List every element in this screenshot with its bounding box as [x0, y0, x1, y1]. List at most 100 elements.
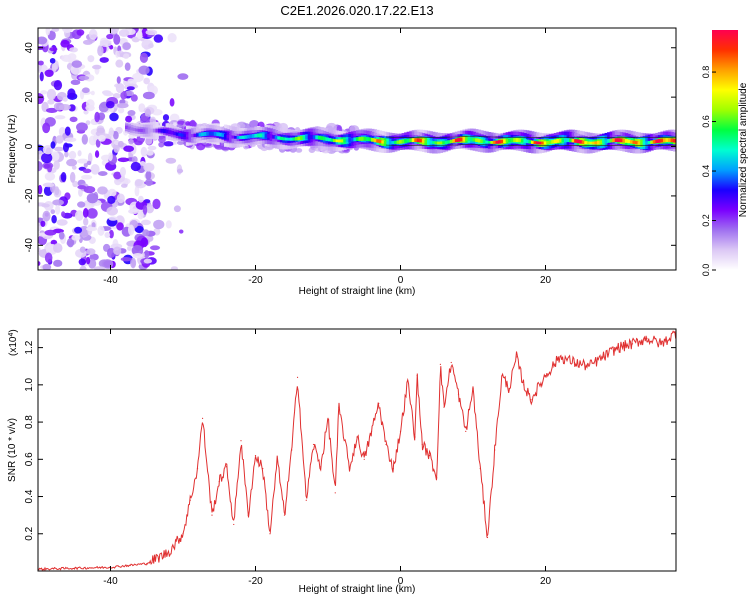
snr-data-point — [334, 492, 336, 494]
noise-cell — [54, 186, 60, 196]
snr-data-point — [269, 533, 271, 535]
noise-cell — [86, 192, 99, 204]
ridge-cell — [239, 135, 243, 140]
noise-cell — [68, 150, 77, 160]
noise-cell — [162, 114, 170, 122]
snr-data-point — [167, 551, 170, 553]
ridge-cell — [391, 141, 395, 145]
ridge-cell — [147, 128, 152, 133]
ridge-cell — [175, 132, 180, 136]
noise-cell — [147, 145, 157, 151]
ridge-cell — [432, 141, 436, 145]
noise-cell — [104, 231, 111, 239]
ridge-cell — [168, 130, 172, 134]
top-y-axis: -40 -20 0 20 40 — [24, 42, 676, 253]
top-y-axis-tick-label: 0 — [24, 143, 35, 149]
noise-cell — [86, 248, 96, 256]
ridge-cell — [536, 141, 540, 145]
ridge-cell — [381, 140, 385, 144]
noise-cell — [38, 93, 45, 105]
noise-cell — [120, 257, 132, 262]
ridge-cell — [523, 139, 527, 143]
bottom-y-axis-tick-label: 0.2 — [24, 526, 35, 540]
ridge-cell — [201, 132, 205, 137]
noise-cell — [115, 82, 125, 94]
noise-cell — [40, 220, 46, 227]
snr-data-point — [320, 466, 322, 468]
ridge-cell — [137, 128, 142, 132]
noise-cell — [136, 30, 143, 40]
bottom-y-axis-tick-label: 0.4 — [24, 489, 35, 503]
ridge-cell — [467, 137, 471, 142]
ridge-cell — [340, 139, 345, 143]
noise-cell — [142, 204, 148, 215]
snr-data-point — [450, 361, 452, 364]
snr-data-point — [146, 562, 148, 565]
snr-data-point — [631, 343, 634, 345]
ridge-cell — [571, 138, 575, 143]
noise-cell — [145, 170, 152, 181]
snr-data-point — [73, 567, 75, 569]
snr-data-point — [254, 454, 257, 457]
noise-cell — [97, 45, 104, 57]
noise-cell — [43, 163, 51, 169]
ridge-cell — [274, 135, 279, 140]
snr-data-point — [494, 449, 496, 451]
ridge-cell — [292, 137, 296, 141]
ridge-cell — [221, 133, 225, 137]
noise-cell — [39, 71, 44, 82]
ridge-cell — [561, 138, 565, 143]
ridge-cell — [462, 137, 466, 142]
snr-panel: -40 -20 0 20 0.2 0.4 0.6 0.8 1.0 1.2 Height of s… — [7, 328, 677, 595]
ridge-cell — [437, 141, 441, 145]
ridge-cell — [652, 139, 657, 144]
snr-data-point — [225, 466, 228, 468]
noise-cell — [82, 39, 93, 45]
ridge-cell — [300, 136, 304, 140]
ridge-cell — [650, 140, 654, 144]
ridge-cell — [388, 141, 393, 145]
bottom-x-axis-tick-label: 0 — [398, 576, 404, 587]
ridge-cell — [254, 133, 258, 138]
ridge-cell — [637, 141, 641, 145]
ridge-cell — [208, 131, 213, 136]
noise-cell — [132, 253, 143, 259]
noise-cell — [106, 33, 114, 40]
ridge-cell — [487, 140, 492, 144]
ridge-cell — [490, 140, 494, 144]
bottom-y-axis-tick-label: 0.6 — [24, 452, 35, 466]
y-multiplier-base: (x10 — [8, 336, 19, 356]
noise-cell — [78, 75, 90, 81]
ridge-cell — [548, 140, 553, 144]
ridge-cell — [152, 128, 157, 133]
ridge-cell — [185, 134, 190, 138]
noise-cell — [87, 152, 93, 164]
noise-cell — [85, 256, 91, 265]
noise-cell — [113, 131, 119, 140]
ridge-cell — [426, 140, 431, 144]
ridge-cell — [411, 138, 416, 143]
ridge-cell — [503, 139, 507, 143]
ridge-cell — [586, 141, 591, 145]
ridge-cell — [594, 141, 598, 145]
ridge-cell — [198, 132, 202, 137]
noise-cell — [130, 94, 138, 102]
noise-cell — [53, 102, 65, 111]
halo-cell — [249, 119, 260, 129]
noise-cell — [77, 150, 82, 157]
noise-cell — [42, 122, 51, 134]
ridge-cell — [495, 140, 499, 144]
bottom-y-axis-label: SNR (10 * v/v) — [7, 418, 18, 482]
ridge-cell — [434, 141, 438, 145]
ridge-cell — [302, 135, 307, 140]
noise-cell — [51, 215, 57, 224]
noise-cell — [40, 90, 48, 95]
noise-cell — [51, 28, 60, 32]
snr-data-point — [327, 417, 329, 419]
noise-cell — [116, 102, 129, 109]
ridge-cell — [343, 139, 347, 143]
ridge-cell — [170, 130, 175, 135]
y-multiplier-label: (x104) — [8, 329, 20, 356]
noise-cell — [49, 47, 58, 52]
colorbar: 0.0 0.2 0.4 0.6 0.8 Normalized spectral ampl… — [701, 30, 749, 276]
